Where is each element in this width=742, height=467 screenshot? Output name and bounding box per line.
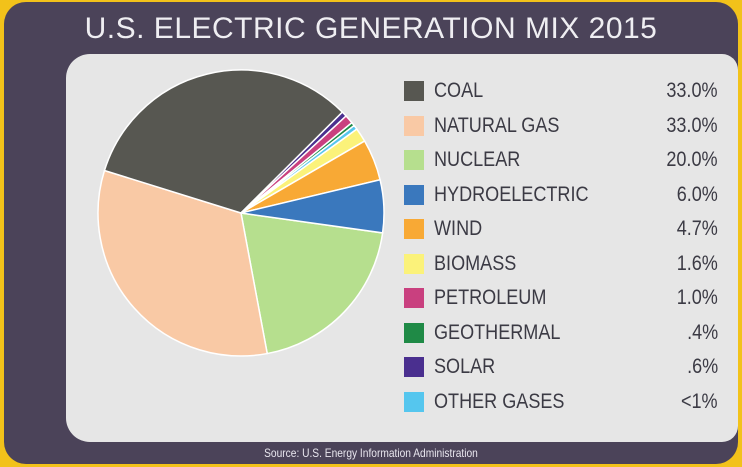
legend-swatch (404, 391, 424, 412)
pie-slice-coal (103, 69, 344, 214)
legend-label: NATURAL GAS (434, 113, 560, 137)
legend-item-nuclear: NUCLEAR 20.0% (404, 143, 724, 178)
legend-value: <1% (681, 389, 718, 413)
source-note: Source: U.S. Energy Information Administ… (264, 446, 478, 460)
chart-panel: COAL 33.0% NATURAL GAS 33.0% NUCLEAR 20.0% HYD… (66, 54, 738, 442)
chart-frame: U.S. ELECTRIC GENERATION MIX 2015 COAL 33… (4, 2, 738, 464)
legend-value: 33.0% (666, 79, 718, 103)
legend-label: HYDROELECTRIC (434, 182, 589, 206)
legend-label: PETROLEUM (434, 286, 547, 310)
legend-value: 1.6% (676, 251, 718, 275)
legend-label: NUCLEAR (434, 148, 521, 172)
chart-title: U.S. ELECTRIC GENERATION MIX 2015 (84, 12, 658, 45)
legend-swatch (404, 219, 424, 240)
legend-item-hydroelectric: HYDROELECTRIC 6.0% (404, 178, 724, 213)
legend-item-geothermal: GEOTHERMAL .4% (404, 316, 724, 351)
legend-value: 20.0% (666, 148, 718, 172)
legend-item-biomass: BIOMASS 1.6% (404, 247, 724, 282)
legend-item-natural-gas: NATURAL GAS 33.0% (404, 109, 724, 144)
legend-value: 6.0% (676, 182, 718, 206)
legend-item-wind: WIND 4.7% (404, 212, 724, 247)
legend-value: .6% (686, 355, 718, 379)
pie-slice-hydroelectric (240, 178, 385, 234)
legend-label: COAL (434, 79, 484, 103)
legend-label: GEOTHERMAL (434, 320, 561, 344)
legend-swatch (404, 81, 424, 102)
legend: COAL 33.0% NATURAL GAS 33.0% NUCLEAR 20.0% HYD… (404, 74, 724, 419)
legend-item-petroleum: PETROLEUM 1.0% (404, 281, 724, 316)
legend-value: .4% (686, 320, 718, 344)
pie-slice-natural-gas (97, 169, 269, 357)
legend-label: SOLAR (434, 355, 496, 379)
legend-swatch (404, 253, 424, 274)
legend-label: WIND (434, 217, 483, 241)
legend-swatch (404, 115, 424, 136)
legend-swatch (404, 184, 424, 205)
legend-swatch (404, 357, 424, 378)
legend-label: OTHER GASES (434, 389, 565, 413)
legend-swatch (404, 150, 424, 171)
legend-value: 33.0% (666, 113, 718, 137)
legend-swatch (404, 288, 424, 309)
legend-item-solar: SOLAR .6% (404, 350, 724, 385)
legend-label: BIOMASS (434, 251, 517, 275)
legend-swatch (404, 322, 424, 343)
legend-value: 4.7% (676, 217, 718, 241)
pie-slice-nuclear (240, 212, 384, 355)
legend-item-coal: COAL 33.0% (404, 74, 724, 109)
legend-item-other-gases: OTHER GASES <1% (404, 385, 724, 420)
legend-value: 1.0% (676, 286, 718, 310)
pie-chart (97, 69, 385, 357)
